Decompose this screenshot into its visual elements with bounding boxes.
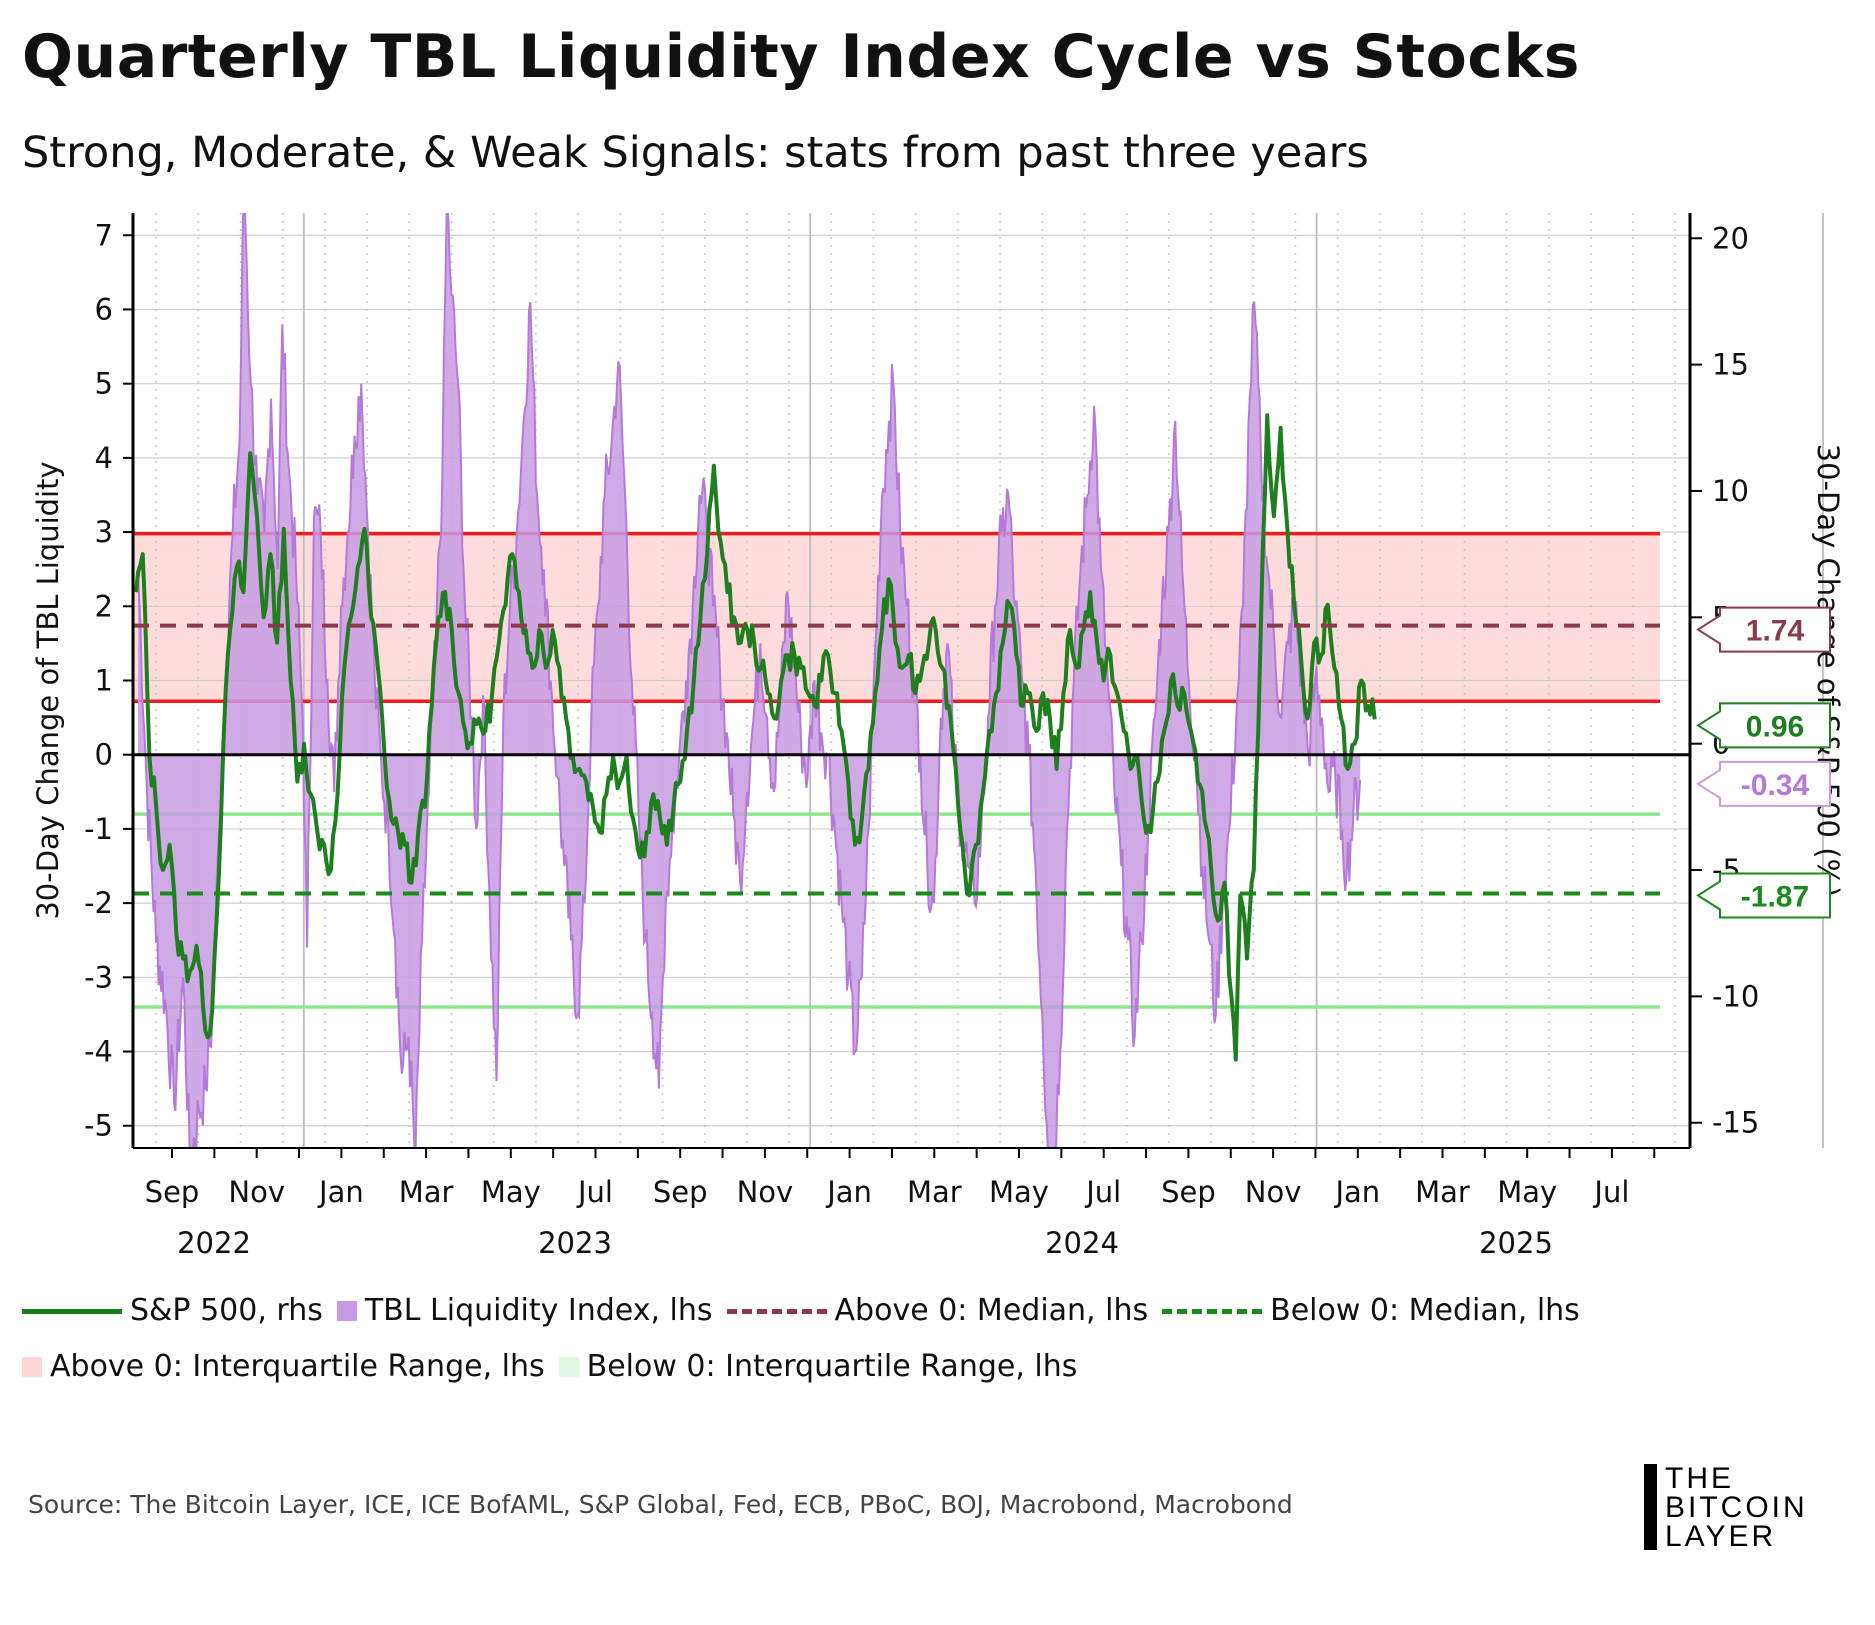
x-month-label: Jul bbox=[1592, 1175, 1629, 1209]
right-tick-label: -10 bbox=[1712, 979, 1759, 1013]
left-tick-label: -2 bbox=[84, 886, 113, 920]
bitcoin-layer-logo: THE BITCOIN LAYER bbox=[1644, 1464, 1808, 1552]
right-tick-label: 15 bbox=[1712, 348, 1749, 382]
callout-above-median-text: 1.74 bbox=[1746, 615, 1805, 648]
left-tick-label: 3 bbox=[95, 515, 113, 549]
legend: S&P 500, rhs TBL Liquidity Index, lhs Ab… bbox=[22, 1283, 1594, 1395]
x-year-label: 2024 bbox=[1045, 1226, 1119, 1260]
left-tick-label: 5 bbox=[95, 367, 113, 401]
callout-above-median-box bbox=[1696, 606, 1831, 653]
right-axis-title: 30-Day Change of S&P 500 (%) bbox=[1811, 444, 1845, 898]
x-month-label: Jul bbox=[576, 1175, 613, 1209]
x-month-label: Nov bbox=[737, 1175, 794, 1209]
callout-tbl: -0.34 bbox=[1696, 760, 1831, 807]
x-month-label: Jul bbox=[1084, 1175, 1121, 1209]
x-month-label: Mar bbox=[399, 1175, 454, 1209]
x-month-label: Sep bbox=[1161, 1175, 1216, 1209]
legend-item-above-median: Above 0: Median, lhs bbox=[726, 1283, 1148, 1339]
left-tick-label: 4 bbox=[95, 441, 113, 475]
left-tick-label: 2 bbox=[95, 589, 113, 623]
x-month-label: Nov bbox=[228, 1175, 285, 1209]
tbl-liquidity-line bbox=[137, 213, 1362, 1148]
right-tick-label: -15 bbox=[1712, 1106, 1759, 1140]
legend-item-sp500: S&P 500, rhs bbox=[22, 1283, 323, 1339]
x-month-label: Mar bbox=[907, 1175, 962, 1209]
callout-below-median-box bbox=[1696, 872, 1831, 919]
x-month-label: Sep bbox=[653, 1175, 708, 1209]
left-tick-label: 6 bbox=[95, 292, 113, 326]
callout-sp500-text: 0.96 bbox=[1746, 710, 1804, 743]
chart: 76543210-1-2-3-4-520151050-5-10-15SepNov… bbox=[31, 213, 1845, 1260]
chart-subtitle: Strong, Moderate, & Weak Signals: stats … bbox=[22, 128, 1369, 178]
callout-tbl-box bbox=[1696, 760, 1831, 807]
left-tick-label: -3 bbox=[84, 960, 113, 994]
callout-above-median: 1.74 bbox=[1696, 606, 1831, 653]
legend-item-above-iqr: Above 0: Interquartile Range, lhs bbox=[22, 1339, 545, 1395]
x-month-label: May bbox=[1497, 1175, 1557, 1209]
left-tick-label: 0 bbox=[95, 738, 113, 772]
x-month-label: May bbox=[481, 1175, 541, 1209]
left-tick-label: -1 bbox=[84, 812, 113, 846]
left-tick-label: 7 bbox=[95, 218, 113, 252]
x-year-label: 2022 bbox=[177, 1226, 251, 1260]
right-tick-label: 20 bbox=[1712, 221, 1749, 255]
callout-sp500: 0.96 bbox=[1696, 702, 1831, 749]
legend-item-below-iqr: Below 0: Interquartile Range, lhs bbox=[558, 1339, 1077, 1395]
x-month-label: Nov bbox=[1245, 1175, 1302, 1209]
x-month-label: Sep bbox=[145, 1175, 200, 1209]
source-note: Source: The Bitcoin Layer, ICE, ICE BofA… bbox=[28, 1490, 1293, 1519]
callout-sp500-box bbox=[1696, 702, 1831, 749]
sp500-line bbox=[134, 413, 1377, 1062]
callout-below-median: -1.87 bbox=[1696, 872, 1831, 919]
callout-below-median-text: -1.87 bbox=[1741, 880, 1809, 913]
x-year-label: 2025 bbox=[1479, 1226, 1553, 1260]
chart-title: Quarterly TBL Liquidity Index Cycle vs S… bbox=[22, 22, 1580, 92]
x-month-label: Jan bbox=[317, 1175, 364, 1209]
left-axis-title: 30-Day Change of TBL Liquidity bbox=[31, 461, 65, 919]
right-tick-label: 10 bbox=[1712, 474, 1749, 508]
left-tick-label: -4 bbox=[84, 1035, 113, 1069]
x-month-label: Jan bbox=[1333, 1175, 1380, 1209]
left-tick-label: 1 bbox=[95, 664, 113, 698]
x-year-label: 2023 bbox=[538, 1226, 612, 1260]
x-month-label: May bbox=[989, 1175, 1049, 1209]
left-tick-label: -5 bbox=[84, 1109, 113, 1143]
x-month-label: Jan bbox=[825, 1175, 872, 1209]
callout-tbl-text: -0.34 bbox=[1741, 769, 1810, 802]
plot-area bbox=[134, 213, 1377, 1148]
x-month-label: Mar bbox=[1415, 1175, 1470, 1209]
legend-item-below-median: Below 0: Median, lhs bbox=[1162, 1283, 1580, 1339]
legend-item-tbl: TBL Liquidity Index, lhs bbox=[336, 1283, 713, 1339]
